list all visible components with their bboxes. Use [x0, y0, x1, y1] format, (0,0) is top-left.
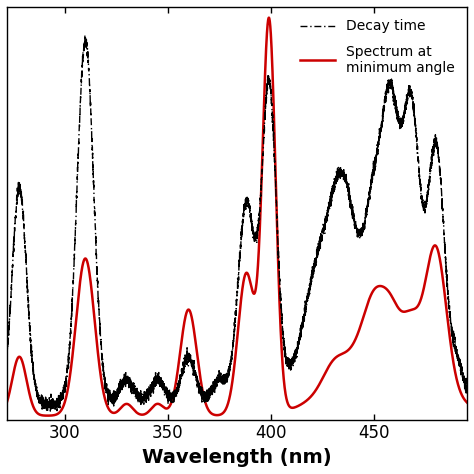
Spectrum at
minimum angle — [45, 413, 50, 419]
Decay time — [88, 109, 93, 115]
Spectrum at
minimum angle — [347, 345, 353, 351]
Spectrum at
minimum angle — [280, 368, 286, 374]
Line: Spectrum at
minimum angle: Spectrum at minimum angle — [7, 18, 467, 416]
Decay time — [180, 364, 186, 370]
Spectrum at
minimum angle — [180, 329, 186, 335]
Spectrum at
minimum angle — [4, 399, 10, 405]
Decay time — [464, 388, 470, 394]
Spectrum at
minimum angle — [383, 285, 388, 291]
Decay time — [47, 408, 53, 414]
Decay time — [303, 298, 309, 304]
Decay time — [82, 32, 88, 38]
Decay time — [383, 90, 388, 96]
Spectrum at
minimum angle — [303, 398, 309, 403]
Spectrum at
minimum angle — [88, 279, 93, 285]
Decay time — [347, 205, 353, 210]
Spectrum at
minimum angle — [266, 15, 272, 20]
X-axis label: Wavelength (nm): Wavelength (nm) — [142, 448, 332, 467]
Decay time — [280, 337, 286, 343]
Decay time — [4, 350, 10, 356]
Legend: Decay time, Spectrum at
minimum angle: Decay time, Spectrum at minimum angle — [294, 14, 460, 80]
Line: Decay time: Decay time — [7, 35, 467, 411]
Spectrum at
minimum angle — [464, 400, 470, 405]
